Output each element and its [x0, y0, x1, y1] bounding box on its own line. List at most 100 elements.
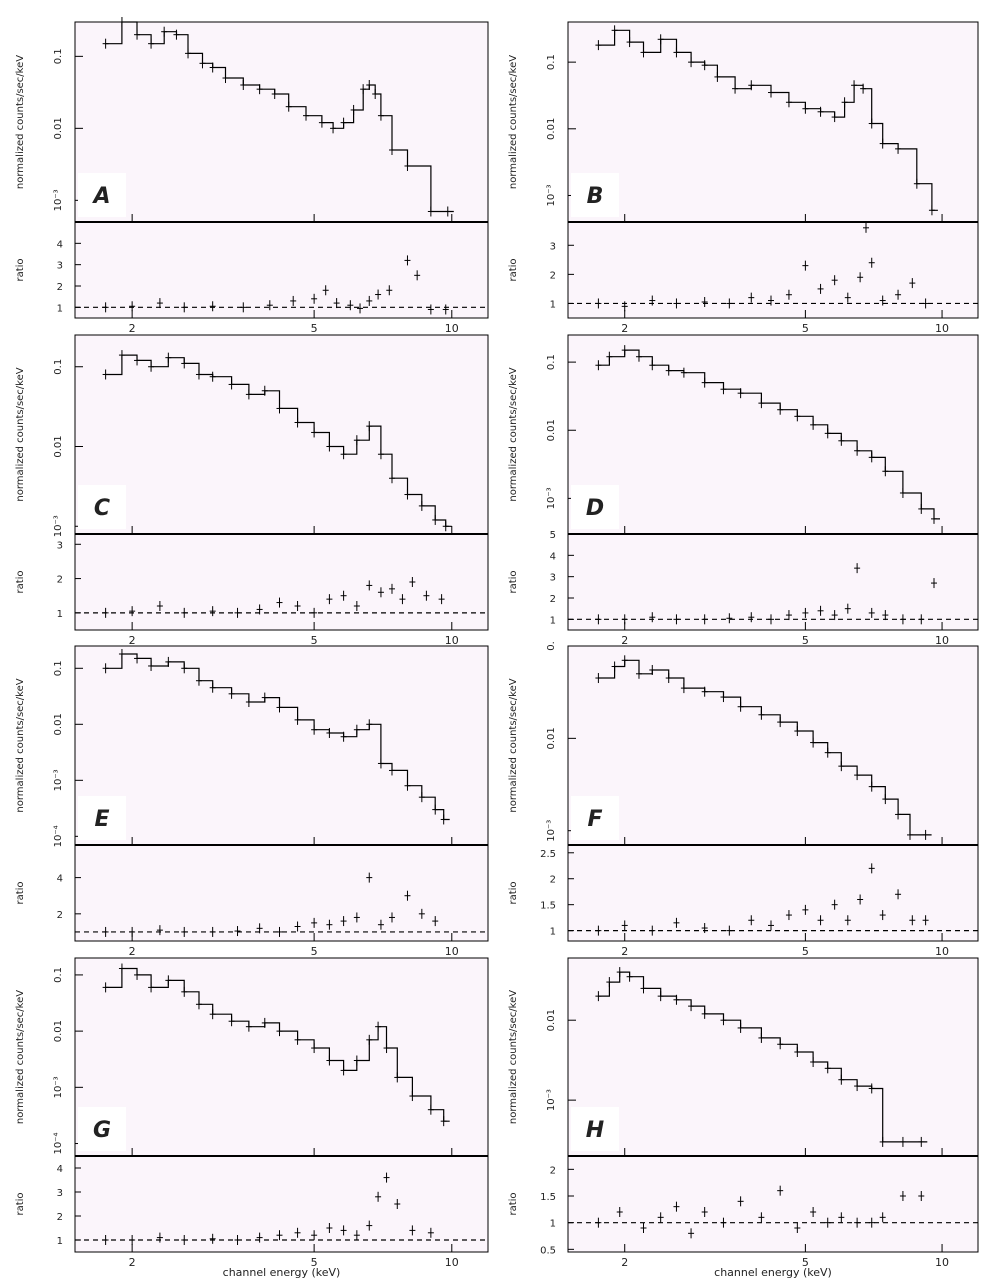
data-point: [657, 34, 664, 45]
ratio-ytick-label: 1: [57, 609, 63, 620]
data-point: [635, 668, 642, 679]
data-point: [649, 360, 656, 371]
ratio-point: [701, 297, 708, 307]
ytick-label: 10⁻³: [53, 769, 64, 791]
data-point: [701, 686, 708, 697]
data-point: [701, 1008, 708, 1019]
data-point: [276, 702, 283, 713]
ratio-point: [404, 890, 411, 901]
data-point: [134, 29, 141, 40]
ratio-point: [414, 270, 421, 281]
ytick-label: 0.1: [546, 354, 557, 370]
ratio-point: [276, 1230, 283, 1241]
ratio-point: [857, 894, 864, 905]
data-point: [245, 1021, 252, 1032]
panel-label: F: [587, 807, 602, 832]
ratio-point: [868, 607, 875, 618]
data-point: [209, 682, 216, 693]
ratio-point: [720, 1217, 727, 1228]
data-point: [794, 1047, 801, 1058]
data-point: [595, 991, 602, 1002]
ratio-point: [831, 610, 838, 621]
data-point: [165, 656, 172, 667]
data-point: [366, 421, 373, 432]
ylabel-spectrum: normalized counts/sec/keV: [508, 55, 519, 189]
data-point: [240, 79, 247, 90]
ratio-point: [817, 915, 824, 926]
ylabel-spectrum: normalized counts/sec/keV: [508, 990, 519, 1124]
data-point: [440, 814, 447, 825]
ratio-point: [857, 272, 864, 283]
data-point: [701, 377, 708, 388]
ratio-point: [785, 289, 792, 300]
ratio-point: [726, 925, 733, 936]
ratio-ytick-label: 2: [57, 1212, 63, 1223]
data-point: [366, 719, 373, 730]
ratio-point: [333, 298, 340, 309]
ratio-point: [854, 563, 861, 574]
data-point: [854, 1081, 861, 1092]
data-point: [794, 726, 801, 737]
ytick-label: 10⁻³: [546, 184, 557, 206]
ratio-frame: [74, 1155, 489, 1253]
data-point: [228, 688, 235, 699]
data-point: [918, 1136, 925, 1147]
ratio-point: [129, 1235, 136, 1245]
ratio-point: [311, 607, 318, 618]
ratio-point: [673, 614, 680, 625]
ytick-label: 0.1: [53, 48, 64, 64]
data-point: [621, 345, 628, 356]
ratio-ytick-label: 2: [550, 594, 556, 605]
ratio-point: [156, 298, 163, 309]
data-point: [276, 403, 283, 414]
data-point: [838, 761, 845, 772]
ratio-point: [394, 1199, 401, 1209]
ratio-point: [102, 1235, 109, 1245]
ratio-point: [240, 302, 247, 313]
data-point: [432, 514, 439, 525]
ratio-point: [844, 292, 851, 303]
data-point: [173, 29, 180, 40]
panel-f: normalized counts/sec/keV ratio 0. 0.01 10⁻³…: [508, 641, 979, 958]
data-point: [440, 1116, 447, 1127]
ratio-point: [768, 920, 775, 931]
ratio-point: [726, 613, 733, 624]
ratio-point: [621, 301, 628, 312]
ratio-point: [340, 916, 347, 927]
data-point: [165, 975, 172, 986]
ratio-point: [824, 1217, 831, 1228]
ratio-point: [817, 283, 824, 294]
panel-c: normalized counts/sec/keV ratio 0.1 0.01 10⁻…: [15, 334, 489, 647]
ratio-point: [388, 583, 395, 594]
ratio-point: [347, 300, 354, 311]
data-point: [209, 371, 216, 382]
ratio-ytick-label: 1: [57, 1236, 63, 1247]
data-point: [377, 110, 384, 121]
ylabel-spectrum: normalized counts/sec/keV: [15, 55, 26, 189]
xlabel: channel energy (keV): [223, 1266, 341, 1279]
data-point: [118, 648, 125, 659]
ratio-point: [879, 295, 886, 306]
data-point: [611, 25, 618, 36]
ytick-label: 0.01: [53, 435, 64, 457]
spectrum-frame: [74, 21, 489, 223]
data-point: [680, 683, 687, 694]
ratio-point: [802, 904, 809, 915]
xtick-label: 5: [311, 634, 318, 647]
ratio-point: [294, 1227, 301, 1238]
ytick-label: 10⁻³: [546, 487, 557, 509]
data-point: [895, 143, 902, 154]
data-point: [388, 473, 395, 484]
data-point: [720, 692, 727, 703]
data-point: [882, 794, 889, 805]
ratio-ytick-label: 1: [550, 615, 556, 626]
data-point: [294, 417, 301, 428]
ratio-point: [427, 1227, 434, 1238]
ratio-ytick-label: 2: [550, 1165, 556, 1176]
data-point: [922, 829, 929, 840]
data-point: [209, 1009, 216, 1020]
ratio-ytick-label: 0.5: [540, 1245, 556, 1256]
ratio-ytick-label: 1: [550, 927, 556, 938]
spectrum-frame: [567, 21, 979, 223]
ratio-point: [688, 1228, 695, 1239]
